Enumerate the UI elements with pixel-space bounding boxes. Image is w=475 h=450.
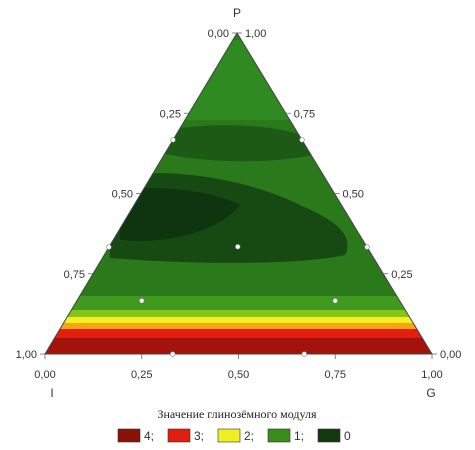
legend-title: Значение глинозёмного модуля (158, 407, 317, 421)
legend-swatch (167, 428, 191, 443)
bottom-axis-tick-label: 0,00 (34, 369, 55, 381)
left-axis-tick-label: 0,50 (112, 189, 133, 201)
legend-label: 2; (244, 429, 254, 443)
left-axis-tick-label: 0,00 (208, 28, 229, 40)
design-point (301, 351, 307, 357)
bottom-axis-tick-label: 0,50 (228, 369, 249, 381)
legend-label: 4; (144, 429, 154, 443)
legend-label: 0 (344, 429, 351, 443)
legend-swatch (267, 428, 291, 443)
bottom-axis-tick-label: 1,00 (421, 369, 442, 381)
right-axis-tick-label: 1,00 (245, 28, 266, 40)
design-point (106, 244, 112, 250)
vertex-label-top: P (233, 6, 241, 20)
axis-ticks: 1,00 0,75 0,50 0,25 0,00 1,00 0,75 0,50 0,25 0,00… (16, 28, 462, 381)
legend: 4; 3; 2; 1; 0 (117, 428, 351, 443)
design-point (170, 351, 176, 357)
right-axis-tick-label: 0,75 (294, 108, 315, 120)
design-point (364, 244, 370, 250)
legend-label: 1; (294, 429, 304, 443)
design-point (170, 137, 176, 143)
legend-label: 3; (194, 429, 204, 443)
legend-swatch (317, 428, 341, 443)
legend-swatch (217, 428, 241, 443)
vertex-label-left: I (50, 386, 53, 400)
bottom-axis-tick-label: 0,25 (131, 369, 152, 381)
design-points (106, 137, 370, 357)
right-axis-tick-label: 0,00 (440, 349, 461, 361)
design-point (299, 137, 305, 143)
design-point (139, 298, 145, 304)
left-axis-tick-label: 0,25 (160, 108, 181, 120)
left-axis-tick-label: 1,00 (16, 349, 37, 361)
left-axis-tick-label: 0,75 (64, 269, 85, 281)
design-point (235, 244, 241, 250)
vertex-label-right: G (426, 386, 435, 400)
right-axis-tick-label: 0,25 (391, 269, 412, 281)
legend-swatch (117, 428, 141, 443)
right-axis-tick-label: 0,50 (343, 189, 364, 201)
bottom-axis-tick-label: 0,75 (325, 369, 346, 381)
design-point (332, 298, 338, 304)
